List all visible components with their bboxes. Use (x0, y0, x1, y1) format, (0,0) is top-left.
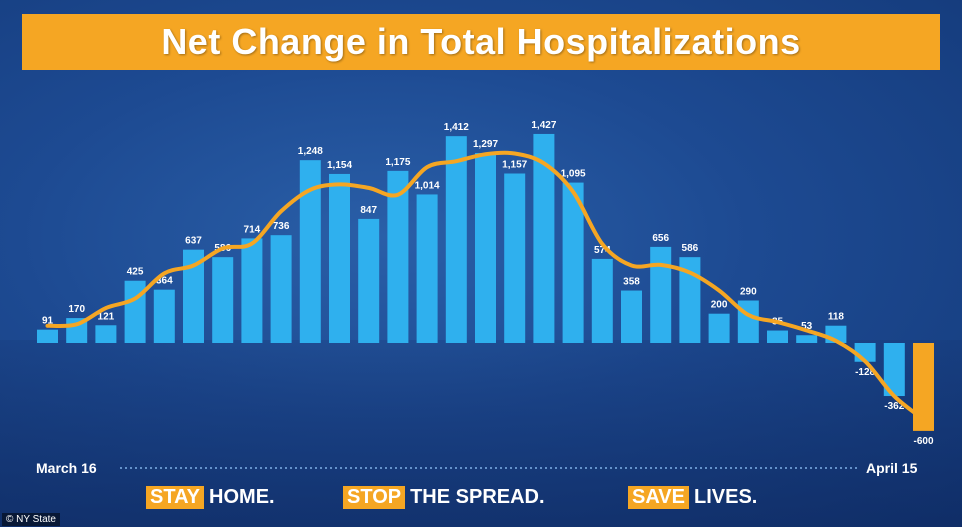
bar (591, 258, 613, 343)
bar-value-label: 1,248 (298, 146, 323, 157)
bar-value-label: 1,157 (502, 159, 527, 170)
bar (124, 280, 146, 343)
bar-value-label: 574 (594, 245, 611, 256)
bar (387, 170, 409, 343)
bar (153, 289, 175, 343)
bar (416, 194, 438, 343)
bar (913, 343, 934, 431)
bar-value-label: 358 (623, 277, 640, 288)
bar-value-label: 847 (360, 205, 377, 216)
slogan-text: THE SPREAD. (410, 486, 545, 508)
bar-value-label: -362 (884, 401, 904, 412)
bar-value-label: 53 (801, 321, 813, 332)
bar (562, 182, 584, 343)
chart-title: Net Change in Total Hospitalizations (161, 21, 801, 62)
bar (358, 218, 380, 343)
x-axis-start-label: March 16 (36, 460, 97, 476)
bar-value-label: -128 (855, 367, 875, 378)
bar (299, 160, 321, 343)
bar (504, 173, 526, 343)
bar (241, 238, 263, 343)
bar-value-label: 91 (42, 316, 54, 327)
bar (708, 313, 730, 343)
slogan-stop-spread: STOP THE SPREAD. (343, 486, 545, 509)
bar-value-label: 425 (127, 267, 144, 278)
slogan-save-lives: SAVE LIVES. (628, 486, 757, 509)
bar-value-label: 1,154 (327, 160, 352, 171)
bar-value-label: 586 (682, 243, 699, 254)
bar (183, 249, 204, 343)
bar-value-label: 364 (156, 276, 173, 287)
bar-value-label: 1,095 (561, 169, 586, 180)
bar (329, 173, 350, 343)
bar (650, 246, 672, 343)
slogan-highlight: SAVE (628, 486, 689, 509)
slogan-highlight: STAY (146, 486, 205, 509)
bar (767, 330, 788, 343)
bar-value-label: 1,427 (531, 120, 556, 131)
title-banner: Net Change in Total Hospitalizations (22, 14, 940, 70)
bar (796, 335, 818, 343)
slogan-highlight: STOP (343, 486, 406, 509)
slogan-text: HOME. (209, 486, 275, 508)
bar-value-label: 200 (711, 300, 728, 311)
bar (679, 257, 701, 343)
bar-value-label: 1,014 (415, 180, 440, 191)
bar (737, 300, 759, 343)
bar (95, 325, 117, 343)
bar (270, 235, 292, 343)
bar-value-label: -600 (913, 436, 933, 447)
x-axis-end-label: April 15 (866, 460, 918, 476)
trend-line (45, 150, 926, 422)
bar-value-label: 118 (828, 312, 845, 323)
bar-value-label: 121 (98, 311, 115, 322)
bar-value-label: 656 (652, 233, 669, 244)
bar (621, 290, 642, 343)
bar-value-label: 170 (68, 304, 85, 315)
source-credit: © NY State (2, 513, 60, 526)
bar-value-label: 1,297 (473, 139, 498, 150)
slogan-stay-home: STAY HOME. (146, 486, 275, 509)
bar-value-label: 1,412 (444, 122, 469, 133)
bar-value-label: 1,175 (385, 157, 410, 168)
bar (533, 133, 555, 343)
bar (212, 257, 234, 343)
slogan-row: STAY HOME. STOP THE SPREAD. SAVE LIVES. (0, 486, 962, 512)
bar-value-label: 290 (740, 287, 757, 298)
bar (37, 329, 58, 343)
bar (883, 343, 905, 397)
bar-value-label: 736 (273, 221, 290, 232)
bar-value-label: 637 (185, 236, 202, 247)
slogan-text: LIVES. (693, 486, 758, 508)
bar (475, 152, 496, 343)
bar-value-label: 714 (244, 224, 261, 235)
bar (445, 136, 467, 343)
